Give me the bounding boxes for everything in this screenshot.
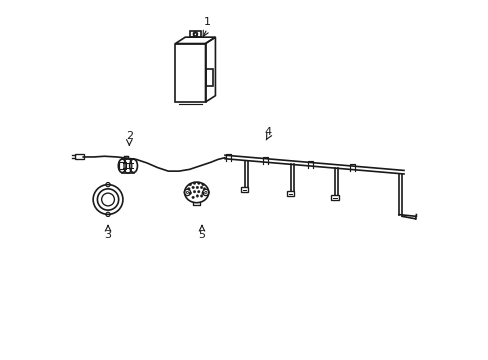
Circle shape xyxy=(197,190,200,193)
Circle shape xyxy=(193,190,195,193)
Circle shape xyxy=(197,182,200,184)
Circle shape xyxy=(189,183,191,186)
Circle shape xyxy=(202,192,204,194)
Circle shape xyxy=(200,186,203,189)
Circle shape xyxy=(196,195,198,197)
Circle shape xyxy=(196,186,198,189)
Text: 5: 5 xyxy=(198,230,205,240)
Circle shape xyxy=(202,183,204,186)
Text: 3: 3 xyxy=(104,230,111,240)
Circle shape xyxy=(191,196,194,199)
Text: 2: 2 xyxy=(125,131,133,141)
Circle shape xyxy=(200,195,203,197)
Circle shape xyxy=(187,188,190,190)
Circle shape xyxy=(191,186,194,189)
Circle shape xyxy=(193,182,195,184)
Text: 1: 1 xyxy=(203,17,210,27)
Circle shape xyxy=(203,188,205,190)
Circle shape xyxy=(189,192,191,194)
Text: 4: 4 xyxy=(264,127,270,137)
